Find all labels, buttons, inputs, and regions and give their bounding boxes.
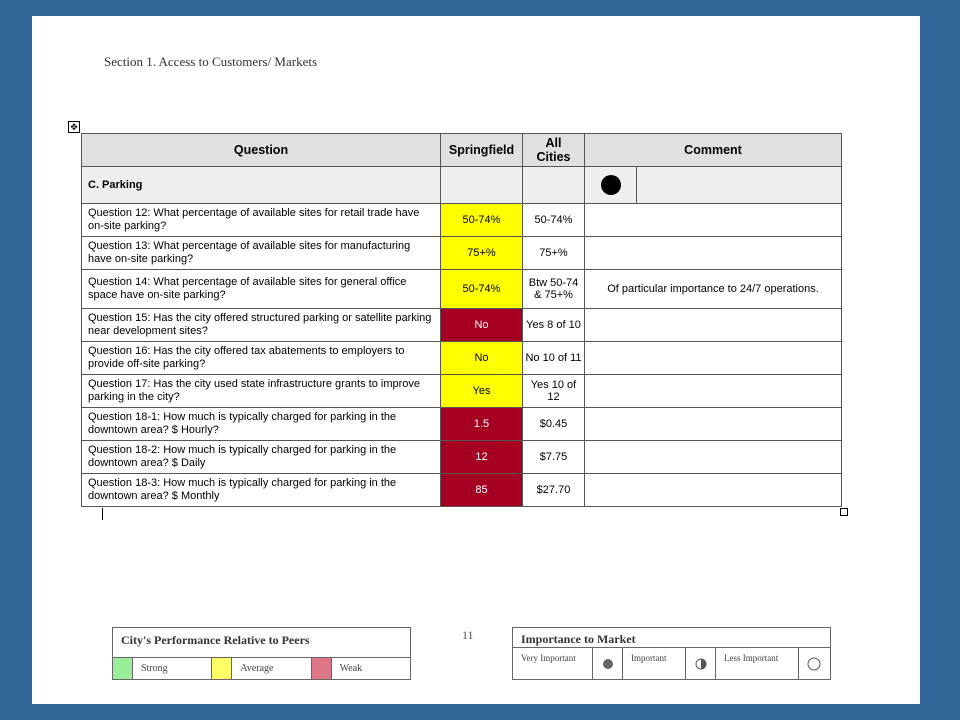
header-springfield: Springfield — [440, 133, 523, 167]
less-important-label: Less Important — [716, 648, 799, 679]
table-row: Question 17: Has the city used state inf… — [81, 374, 842, 408]
section-label: C. Parking — [81, 166, 441, 204]
weak-label: Weak — [339, 663, 363, 674]
text-cursor — [102, 508, 103, 520]
half-circle-icon — [686, 648, 716, 679]
question-cell: Question 14: What percentage of availabl… — [81, 269, 441, 309]
table-row: Question 18-3: How much is typically cha… — [81, 473, 842, 507]
table-row: Question 16: Has the city offered tax ab… — [81, 341, 842, 375]
question-cell: Question 18-2: How much is typically cha… — [81, 440, 441, 474]
table-row: Question 18-1: How much is typically cha… — [81, 407, 842, 441]
all-cities-cell: $27.70 — [522, 473, 585, 507]
comment-cell — [584, 341, 842, 375]
comment-cell — [584, 374, 842, 408]
all-cities-cell: 75+% — [522, 236, 585, 270]
section-comment-cell — [636, 166, 842, 204]
average-swatch — [212, 658, 233, 679]
springfield-cell: 12 — [440, 440, 523, 474]
table-resize-handle[interactable] — [840, 508, 848, 516]
comment-cell — [584, 473, 842, 507]
question-cell: Question 15: Has the city offered struct… — [81, 308, 441, 342]
very-important-label: Very Important — [513, 648, 593, 679]
table-header-row: Question Springfield All Cities Comment — [81, 133, 842, 167]
question-cell: Question 17: Has the city used state inf… — [81, 374, 441, 408]
comment-cell — [584, 440, 842, 474]
important-label: Important — [623, 648, 686, 679]
very-important-icon — [600, 175, 621, 195]
all-cities-cell: Btw 50-74 & 75+% — [522, 269, 585, 309]
page-number: 11 — [462, 628, 474, 642]
average-label: Average — [232, 658, 312, 679]
question-cell: Question 18-3: How much is typically cha… — [81, 473, 441, 507]
section-row: C. Parking — [81, 166, 842, 204]
importance-legend-title: Importance to Market — [513, 628, 830, 648]
springfield-cell: 50-74% — [440, 269, 523, 309]
table-row: Question 18-2: How much is typically cha… — [81, 440, 842, 474]
empty-circle-icon — [799, 648, 828, 679]
question-cell: Question 13: What percentage of availabl… — [81, 236, 441, 270]
springfield-cell: No — [440, 341, 523, 375]
all-cities-cell: $7.75 — [522, 440, 585, 474]
all-cities-cell: Yes 10 of 12 — [522, 374, 585, 408]
full-circle-icon — [593, 648, 623, 679]
table-row: Question 15: Has the city offered struct… — [81, 308, 842, 342]
section-springfield-cell — [440, 166, 523, 204]
springfield-cell: Yes — [440, 374, 523, 408]
weak-swatch — [311, 658, 332, 679]
springfield-cell: 50-74% — [440, 203, 523, 237]
strong-swatch — [113, 658, 133, 679]
performance-legend-title: City's Performance Relative to Peers — [113, 628, 410, 658]
question-cell: Question 12: What percentage of availabl… — [81, 203, 441, 237]
all-cities-cell: $0.45 — [522, 407, 585, 441]
table-row: Question 12: What percentage of availabl… — [81, 203, 842, 237]
header-all-cities: All Cities — [522, 133, 585, 167]
table-row: Question 13: What percentage of availabl… — [81, 236, 842, 270]
comment-cell — [584, 407, 842, 441]
table-move-handle-icon[interactable]: ✥ — [68, 121, 80, 133]
importance-cell — [584, 166, 637, 204]
all-cities-cell: No 10 of 11 — [522, 341, 585, 375]
section-title: Section 1. Access to Customers/ Markets — [104, 54, 318, 69]
comment-cell — [584, 236, 842, 270]
question-cell: Question 16: Has the city offered tax ab… — [81, 341, 441, 375]
comment-cell: Of particular importance to 24/7 operati… — [584, 269, 842, 309]
table-row: Question 14: What percentage of availabl… — [81, 269, 842, 309]
springfield-cell: 85 — [440, 473, 523, 507]
parking-table: Question Springfield All Cities Comment … — [81, 133, 842, 507]
springfield-cell: No — [440, 308, 523, 342]
springfield-cell: 1.5 — [440, 407, 523, 441]
section-all-cities-cell — [522, 166, 585, 204]
header-comment: Comment — [584, 133, 842, 167]
header-question: Question — [81, 133, 441, 167]
performance-legend: City's Performance Relative to Peers Str… — [112, 627, 411, 680]
document-page: Section 1. Access to Customers/ Markets … — [32, 16, 920, 704]
all-cities-cell: 50-74% — [522, 203, 585, 237]
strong-label: Strong — [133, 658, 213, 679]
comment-cell — [584, 203, 842, 237]
springfield-cell: 75+% — [440, 236, 523, 270]
comment-cell — [584, 308, 842, 342]
all-cities-cell: Yes 8 of 10 — [522, 308, 585, 342]
question-cell: Question 18-1: How much is typically cha… — [81, 407, 441, 441]
importance-legend: Importance to Market Very Important Impo… — [512, 627, 831, 680]
